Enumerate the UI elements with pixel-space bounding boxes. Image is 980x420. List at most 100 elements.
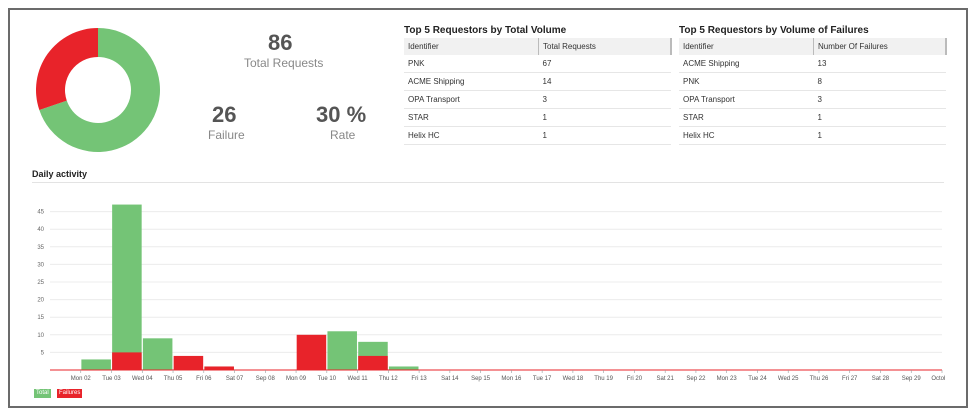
bar-total[interactable] <box>327 331 357 370</box>
identifier-cell: STAR <box>679 108 814 127</box>
identifier-cell: OPA Transport <box>679 90 814 109</box>
x-tick-label: Fri 20 <box>627 376 643 382</box>
daily-activity-chart: 5 10 15 20 25 30 35 40 45 Mon 02 Tue 03 Wed 04 Thu 0… <box>37 204 945 382</box>
bar-total[interactable] <box>81 359 111 370</box>
y-tick-label: 45 <box>37 210 44 216</box>
bar-failures[interactable] <box>112 352 142 370</box>
table-row[interactable]: OPA Transport 3 <box>404 90 671 109</box>
y-tick-label: 30 <box>37 262 44 268</box>
identifier-cell: Helix HC <box>404 126 539 145</box>
top-volume-title: Top 5 Requestors by Total Volume <box>404 25 567 36</box>
bar-total[interactable] <box>142 338 173 370</box>
count-cell: 13 <box>813 55 946 73</box>
daily-activity-title: Daily activity <box>32 169 88 179</box>
table-row[interactable]: Helix HC 1 <box>404 126 671 145</box>
x-tick-label: Wed 25 <box>778 376 799 382</box>
total-requests-label: Total Requests <box>244 56 324 70</box>
identifier-cell: ACME Shipping <box>404 72 539 91</box>
table-row[interactable]: ACME Shipping 13 <box>679 55 946 73</box>
identifier-cell: STAR <box>404 108 539 127</box>
identifier-cell: Helix HC <box>679 126 814 145</box>
x-tick-label: Tue 10 <box>318 376 337 382</box>
x-tick-label: Mon 16 <box>501 376 522 382</box>
bar-failures[interactable] <box>173 355 204 370</box>
y-tick-label: 40 <box>37 227 44 233</box>
top-volume-table: Identifier Total Requests PNK 67 ACME Ship… <box>404 38 672 145</box>
y-tick-label: 5 <box>41 350 45 356</box>
identifier-cell: OPA Transport <box>404 90 539 109</box>
count-cell: 3 <box>813 90 946 109</box>
x-tick-label: Tue 03 <box>102 376 121 382</box>
failure-count-label: Failure <box>208 128 245 142</box>
y-tick-label: 25 <box>37 280 44 286</box>
x-tick-label: Sat 21 <box>656 376 674 382</box>
table-row[interactable]: STAR 1 <box>404 108 671 127</box>
table-row[interactable]: STAR 1 <box>679 108 946 127</box>
x-tick-label: Wed 18 <box>563 376 584 382</box>
identifier-cell: PNK <box>404 55 539 73</box>
y-tick-label: 35 <box>37 245 44 251</box>
y-tick-label: 10 <box>37 333 44 339</box>
donut-slice-success[interactable] <box>39 28 160 152</box>
table-row[interactable]: PNK 8 <box>679 72 946 91</box>
x-tick-label: Sep 29 <box>902 376 922 382</box>
x-tick-label: Wed 04 <box>132 376 153 382</box>
count-cell: 1 <box>813 126 946 145</box>
bar-failures[interactable] <box>204 366 234 370</box>
identifier-cell: PNK <box>679 72 814 91</box>
table-row[interactable]: ACME Shipping 14 <box>404 72 671 91</box>
column-header-identifier[interactable]: Identifier <box>404 38 539 55</box>
x-tick-label: Tue 24 <box>748 376 767 382</box>
column-header-total-requests[interactable]: Total Requests <box>538 38 672 55</box>
x-tick-label: Sat 28 <box>872 376 890 382</box>
count-cell: 1 <box>538 108 671 127</box>
column-header-identifier[interactable]: Identifier <box>679 38 814 55</box>
x-tick-label: Fri 13 <box>411 376 427 382</box>
x-tick-label: Wed 11 <box>348 376 369 382</box>
legend-failures[interactable]: Failures <box>57 389 83 398</box>
x-tick-label: Sep 08 <box>256 376 276 382</box>
bar-total[interactable] <box>112 204 142 370</box>
x-tick-label: Sat 07 <box>226 376 244 382</box>
column-header-number-of-failures[interactable]: Number Of Failures <box>813 38 947 55</box>
count-cell: 14 <box>538 72 671 91</box>
x-tick-label: Thu 05 <box>164 376 183 382</box>
x-tick-label: Mon 09 <box>286 376 307 382</box>
count-cell: 1 <box>538 126 671 145</box>
x-tick-label: Tue 17 <box>533 376 552 382</box>
donut-slice-failure[interactable] <box>36 28 98 111</box>
count-cell: 8 <box>813 72 946 91</box>
x-tick-label: Mon 23 <box>717 376 738 382</box>
x-tick-label: Sep 22 <box>686 376 706 382</box>
bar-total[interactable] <box>388 366 419 370</box>
count-cell: 1 <box>813 108 946 127</box>
x-tick-label: Sat 14 <box>441 376 459 382</box>
x-tick-label: Mon 02 <box>71 376 92 382</box>
section-divider <box>32 182 944 183</box>
x-tick-label: Sep 15 <box>471 376 491 382</box>
total-requests-value: 86 <box>268 30 293 55</box>
failure-rate-label: Rate <box>330 128 356 142</box>
failure-count-value: 26 <box>212 102 237 127</box>
bar-failures[interactable] <box>296 334 327 370</box>
x-tick-label: Thu 19 <box>594 376 613 382</box>
identifier-cell: ACME Shipping <box>679 55 814 73</box>
table-row[interactable]: Helix HC 1 <box>679 126 946 145</box>
legend-total[interactable]: Total <box>34 389 51 398</box>
failure-rate-value: 30 % <box>316 102 367 127</box>
y-tick-label: 15 <box>37 315 44 321</box>
count-cell: 3 <box>538 90 671 109</box>
x-tick-label: Thu 12 <box>379 376 398 382</box>
table-row[interactable]: OPA Transport 3 <box>679 90 946 109</box>
x-tick-label: Fri 27 <box>842 376 858 382</box>
bar-failures[interactable] <box>358 355 388 370</box>
x-tick-label: Thu 26 <box>810 376 829 382</box>
x-tick-label: Fri 06 <box>196 376 212 382</box>
count-cell: 67 <box>538 55 671 73</box>
x-tick-label: October <box>931 376 945 382</box>
top-failures-table: Identifier Number Of Failures ACME Shipp… <box>679 38 947 145</box>
y-tick-label: 20 <box>37 298 44 304</box>
requests-donut-chart <box>36 28 160 152</box>
top-failures-title: Top 5 Requestors by Volume of Failures <box>679 25 869 36</box>
table-row[interactable]: PNK 67 <box>404 55 671 73</box>
